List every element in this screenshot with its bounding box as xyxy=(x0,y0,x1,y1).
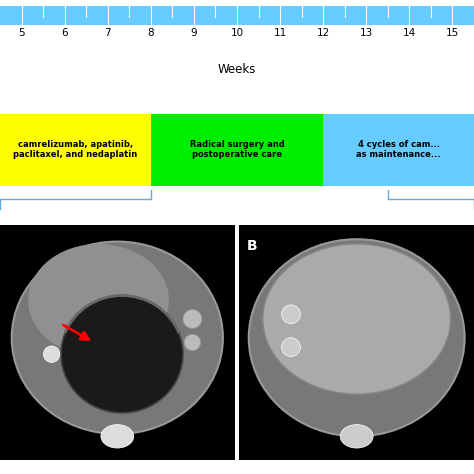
Text: 8: 8 xyxy=(147,28,154,38)
Circle shape xyxy=(282,338,301,356)
Ellipse shape xyxy=(249,239,465,436)
Ellipse shape xyxy=(340,425,373,448)
Text: 13: 13 xyxy=(360,28,373,38)
Text: 6: 6 xyxy=(61,28,68,38)
Text: 12: 12 xyxy=(317,28,330,38)
Ellipse shape xyxy=(101,425,134,448)
Text: Weeks: Weeks xyxy=(218,63,256,75)
Bar xyxy=(151,114,323,186)
Ellipse shape xyxy=(184,334,201,351)
Text: 10: 10 xyxy=(230,28,244,38)
Ellipse shape xyxy=(61,296,183,413)
Text: 4 cycles of cam...
as maintenance...: 4 cycles of cam... as maintenance... xyxy=(356,140,441,159)
Ellipse shape xyxy=(44,346,60,363)
Bar xyxy=(323,114,474,186)
Text: 14: 14 xyxy=(403,28,416,38)
Text: 5: 5 xyxy=(18,28,25,38)
Ellipse shape xyxy=(263,244,450,394)
Text: 7: 7 xyxy=(104,28,111,38)
Bar xyxy=(0,6,474,25)
Circle shape xyxy=(282,305,301,324)
Text: 11: 11 xyxy=(273,28,287,38)
Ellipse shape xyxy=(183,310,202,328)
Ellipse shape xyxy=(12,242,223,434)
Text: camrelizumab, apatinib,
paclitaxel, and nedaplatin: camrelizumab, apatinib, paclitaxel, and … xyxy=(13,140,137,159)
Text: Radical surgery and
postoperative care: Radical surgery and postoperative care xyxy=(190,140,284,159)
Bar xyxy=(0,114,151,186)
Text: 15: 15 xyxy=(446,28,459,38)
Ellipse shape xyxy=(28,244,169,356)
Text: B: B xyxy=(246,239,257,253)
Text: 9: 9 xyxy=(191,28,197,38)
